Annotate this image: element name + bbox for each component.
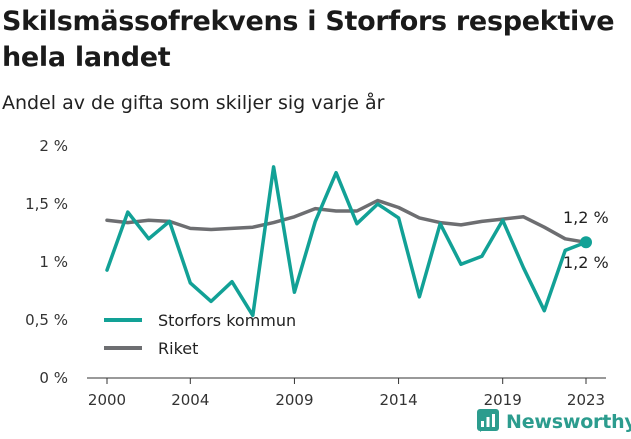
x-axis: 2000 2004 2009 2014 2019 2023 <box>87 377 606 409</box>
x-tick-label: 2014 <box>379 391 417 409</box>
brand-logo: Newsworthy <box>476 409 631 435</box>
series-line-riket <box>105 198 588 245</box>
newsworthy-logo-icon <box>476 408 500 436</box>
legend-label-riket: Riket <box>158 339 198 358</box>
y-tick-label: 0,5 % <box>25 311 68 329</box>
x-tick-label: 2004 <box>171 391 209 409</box>
series-end-marker <box>580 236 592 249</box>
legend: Storfors kommun Riket <box>104 311 296 358</box>
x-tick-label: 2009 <box>275 391 313 409</box>
end-label-riket: 1,2 % <box>563 208 609 227</box>
chart-subtitle: Andel av de gifta som skiljer sig varje … <box>2 92 385 114</box>
end-label-storfors: 1,2 % <box>563 253 609 272</box>
x-tick-label: 2019 <box>484 391 522 409</box>
chart-title: Skilsmässofrekvens i Storfors respektive… <box>2 6 615 73</box>
y-tick-label: 1,5 % <box>25 195 68 213</box>
brand-name: Newsworthy <box>506 411 631 433</box>
series-line-storfors <box>105 165 588 318</box>
y-axis: 0 % 0,5 % 1 % 1,5 % 2 % <box>25 137 68 387</box>
x-tick-label: 2000 <box>88 391 126 409</box>
x-tick-label: 2023 <box>567 391 605 409</box>
y-tick-label: 0 % <box>39 369 68 387</box>
y-tick-label: 2 % <box>39 137 68 155</box>
series-lines <box>105 165 592 318</box>
y-tick-label: 1 % <box>39 253 68 271</box>
legend-label-storfors: Storfors kommun <box>158 311 296 330</box>
